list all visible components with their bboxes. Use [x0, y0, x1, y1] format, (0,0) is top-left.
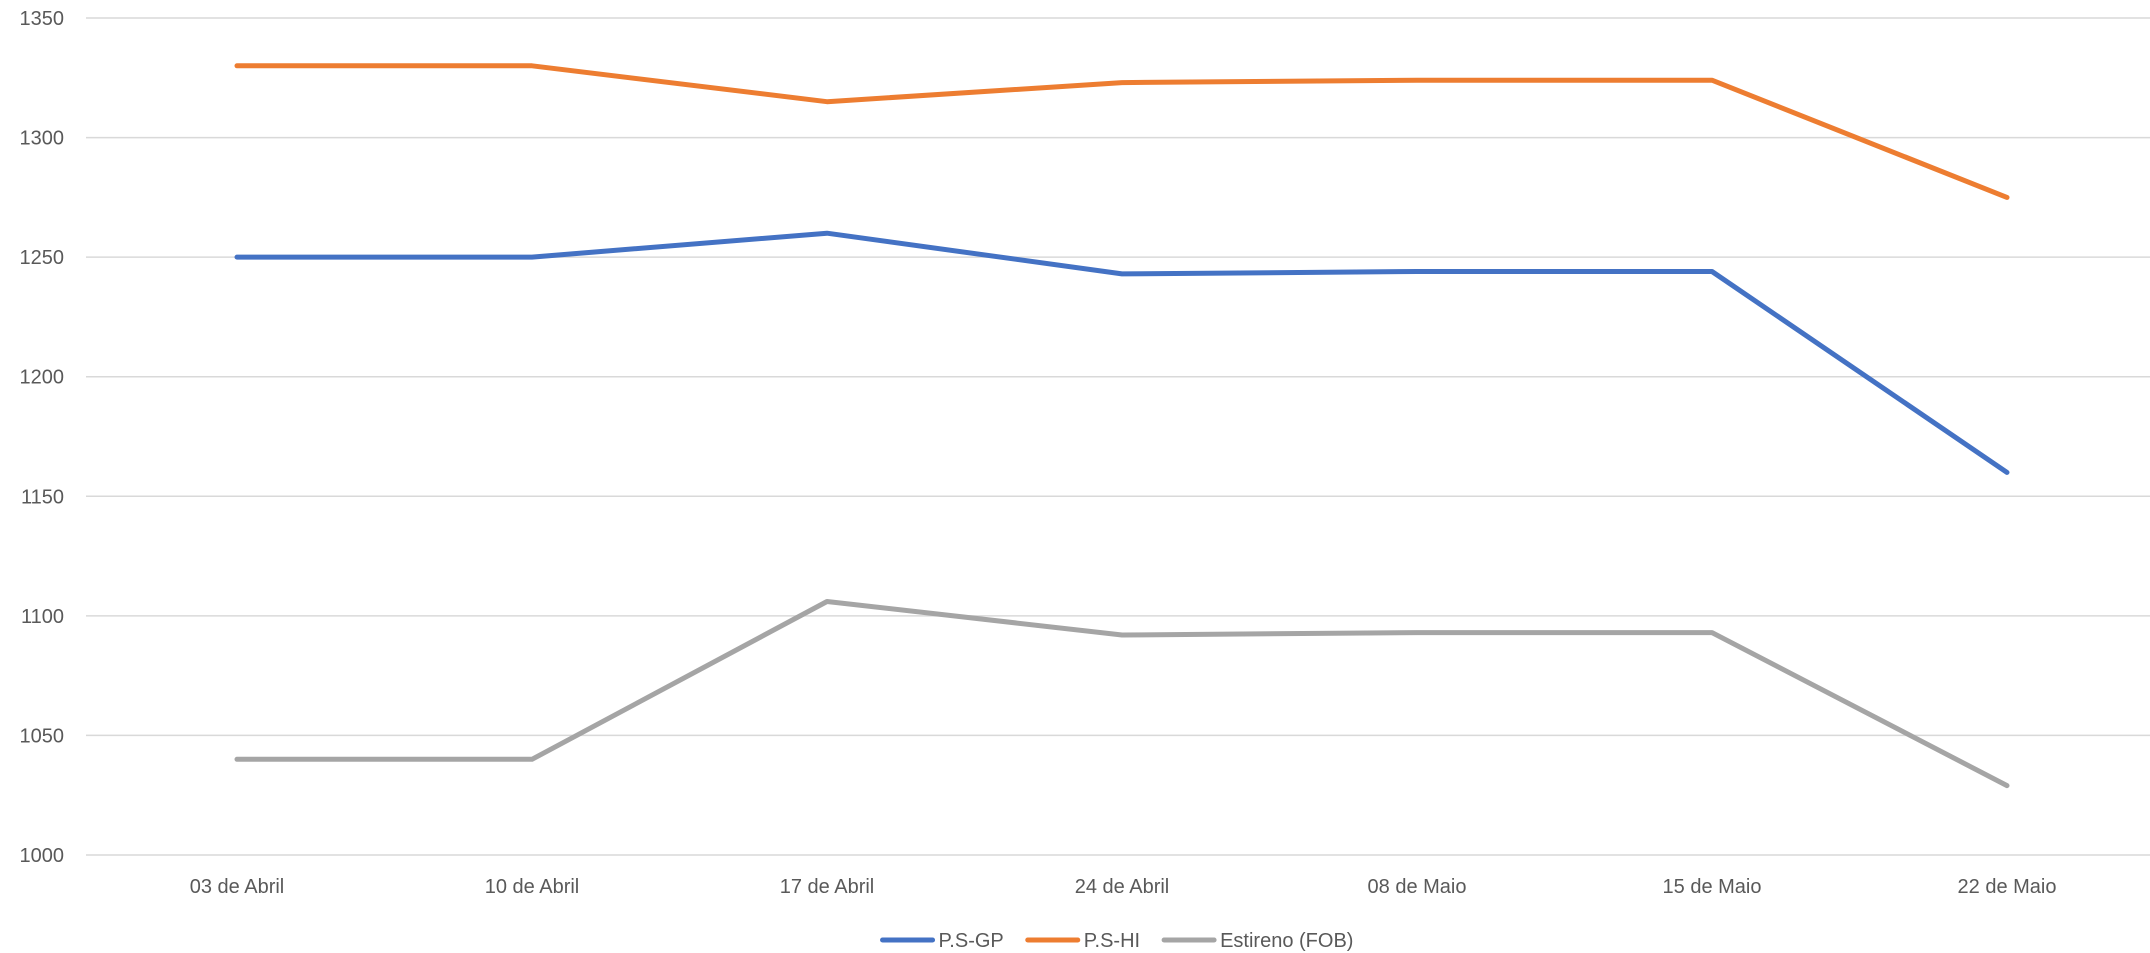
x-tick-label: 22 de Maio	[1958, 876, 2057, 898]
y-tick-label: 1250	[20, 247, 65, 269]
legend-label: Estireno (FOB)	[1220, 930, 1353, 952]
legend-label: P.S-HI	[1084, 930, 1140, 952]
y-tick-label: 1200	[20, 367, 65, 389]
y-tick-label: 1150	[21, 486, 64, 508]
y-tick-label: 1350	[20, 8, 65, 30]
series-line-1	[234, 63, 2010, 200]
x-axis-ticks: 03 de Abril 10 de Abril 17 de Abril 24 de A…	[190, 876, 2057, 898]
series-line-2	[234, 599, 2010, 789]
legend: P.S-GP P.S-HI Estireno (FOB)	[880, 930, 1353, 952]
x-tick-label: 17 de Abril	[780, 876, 875, 898]
series-lines	[234, 63, 2010, 789]
x-tick-label: 15 de Maio	[1663, 876, 1762, 898]
x-tick-label: 08 de Maio	[1368, 876, 1467, 898]
x-tick-label: 10 de Abril	[485, 876, 580, 898]
x-tick-label: 24 de Abril	[1075, 876, 1170, 898]
y-axis-ticks: 1000 1050 1100 1150 1200 1250 1300 1350	[20, 8, 65, 867]
y-tick-label: 1050	[20, 725, 65, 747]
gridlines	[86, 17, 2150, 856]
legend-item: P.S-HI	[1025, 930, 1140, 952]
y-tick-label: 1000	[20, 845, 65, 867]
x-tick-label: 03 de Abril	[190, 876, 285, 898]
legend-item: P.S-GP	[880, 930, 1004, 952]
series-line-0	[234, 230, 2010, 475]
legend-item: Estireno (FOB)	[1161, 930, 1353, 952]
legend-label: P.S-GP	[939, 930, 1004, 952]
y-tick-label: 1100	[21, 606, 64, 628]
y-tick-label: 1300	[20, 128, 65, 150]
